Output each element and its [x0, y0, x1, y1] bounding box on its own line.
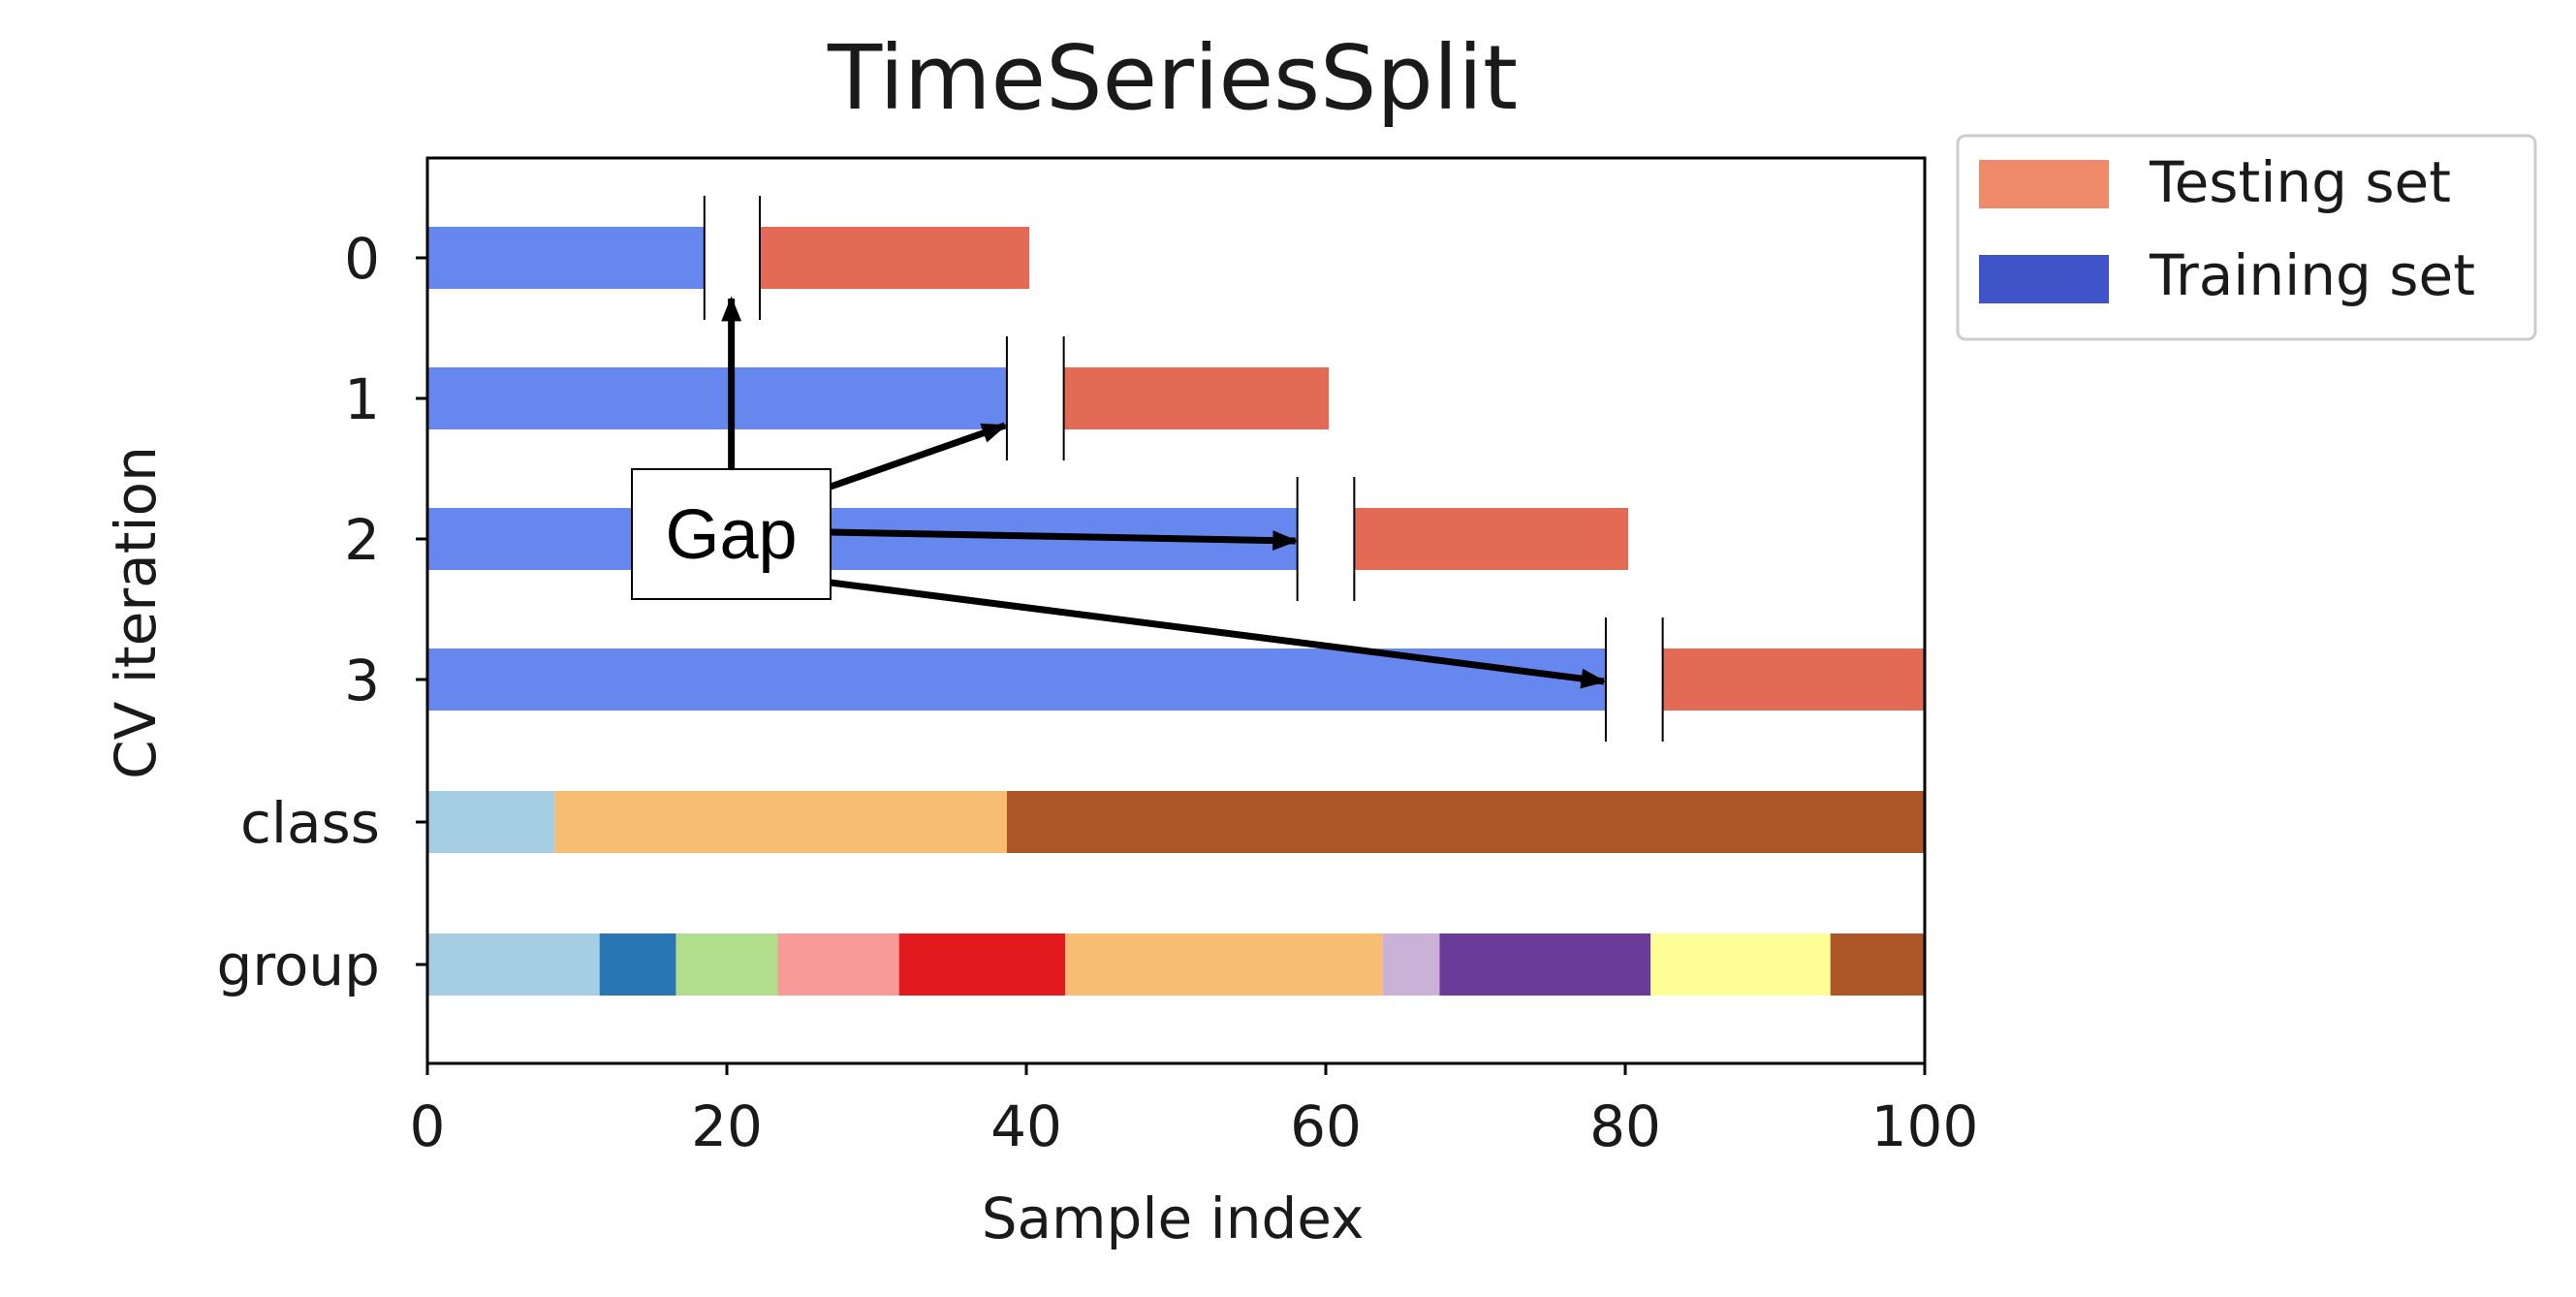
gap-annotation: Gap	[631, 296, 1607, 689]
test-bar-2	[1354, 508, 1629, 570]
gap-region-2	[1297, 477, 1355, 601]
chart-title: TimeSeriesSplit	[827, 26, 1518, 130]
y-tick-label-3: 3	[344, 648, 380, 713]
test-bar-0	[759, 227, 1030, 289]
y-tick-label-group: group	[217, 933, 380, 998]
gap-arrow-3	[830, 579, 1607, 689]
class-segment-0	[427, 791, 555, 853]
x-tick-label-20: 20	[691, 1093, 763, 1159]
y-tick-label-2: 2	[344, 507, 380, 573]
group-segment-9	[1830, 933, 1925, 996]
group-segment-8	[1650, 933, 1831, 996]
class-segment-1	[554, 791, 1007, 853]
gap-label-box	[631, 468, 832, 600]
gap-arrow-2	[830, 528, 1299, 551]
group-segment-7	[1439, 933, 1651, 996]
y-axis-label: CV iteration	[103, 446, 169, 779]
legend-label-training: Training set	[2149, 242, 2475, 308]
gap-label: Gap	[665, 496, 797, 574]
class-segment-2	[1006, 791, 1925, 853]
x-axis-label: Sample index	[982, 1186, 1365, 1251]
gap-region-1	[1006, 336, 1064, 460]
gap-markers	[703, 196, 1664, 742]
group-segment-6	[1382, 933, 1440, 996]
group-segment-1	[599, 933, 676, 996]
x-tick-label-0: 0	[410, 1093, 446, 1159]
legend: Testing set Training set	[1956, 134, 2537, 341]
gap-arrow-1	[829, 422, 1008, 490]
plot-frame	[425, 156, 1927, 1065]
group-segment-3	[777, 933, 899, 996]
legend-label-testing: Testing set	[2149, 149, 2451, 215]
bars-layer	[427, 227, 1925, 996]
x-tick-label-60: 60	[1290, 1093, 1362, 1159]
legend-swatch-training	[1979, 255, 2109, 303]
group-segment-2	[675, 933, 778, 996]
group-segment-0	[427, 933, 600, 996]
x-tick-label-40: 40	[990, 1093, 1062, 1159]
x-tick-label-80: 80	[1589, 1093, 1661, 1159]
x-tick-label-100: 100	[1871, 1093, 1979, 1159]
train-bar-0	[427, 227, 705, 289]
y-tick-label-1: 1	[344, 366, 380, 432]
gap-region-3	[1605, 617, 1663, 742]
test-bar-3	[1662, 648, 1925, 711]
legend-swatch-testing	[1979, 160, 2109, 208]
test-bar-1	[1063, 367, 1330, 429]
group-segment-5	[1065, 933, 1383, 996]
group-segment-4	[898, 933, 1066, 996]
y-tick-label-0: 0	[344, 226, 380, 292]
axis-ticks: 0 20 40 60 80 100 0 1 2 3 class group	[217, 226, 1979, 1159]
train-bar-1	[427, 367, 1007, 429]
y-tick-label-class: class	[240, 790, 380, 856]
